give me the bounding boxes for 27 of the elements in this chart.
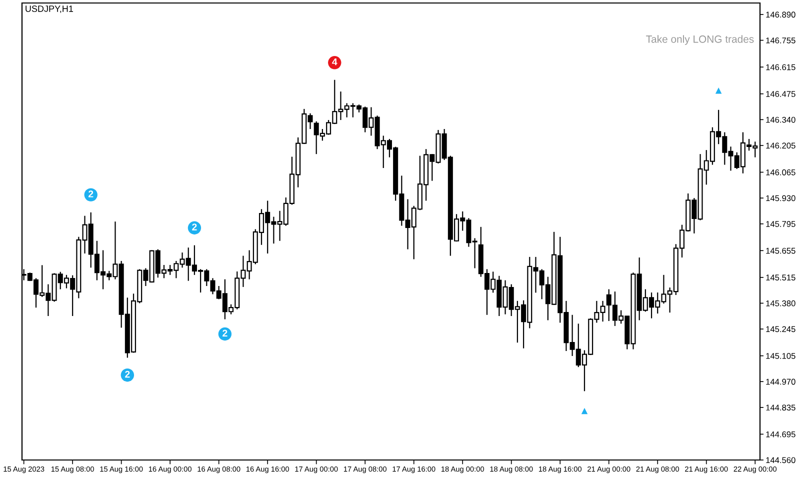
y-tick-label: 146.615 [766,64,796,70]
y-tick-label: 146.755 [766,37,796,44]
y-tick-label: 146.890 [766,12,796,18]
y-tick-label: 145.105 [766,352,796,359]
y-tick-label: 146.205 [766,142,796,149]
annotation: Take only LONG trades [646,35,754,45]
point [715,87,722,94]
text: 2 [192,224,197,230]
series-label: 2 [222,330,228,337]
y-tick-label: 145.380 [766,300,796,306]
y-tick-label: 145.655 [766,248,796,254]
y-tick-label: 146.340 [766,116,796,123]
y-tick-label: 144.970 [766,378,796,385]
y-tick-label: 145.795 [766,221,796,227]
y-tick-label: 144.835 [766,404,796,411]
y-tick-label: 145.245 [766,326,796,332]
y-tick-label: 146.065 [766,169,796,176]
y-tick-label: 145.515 [766,274,796,280]
chart-title: USDJPY,H1 [26,6,74,13]
point [581,408,588,414]
text: 2 [125,370,130,378]
text: 2 [88,190,94,198]
series-label: 4 [332,58,338,66]
y-tick-label: 144.560 [766,457,796,464]
y-tick-label: 145.930 [766,195,796,202]
y-tick-label: 146.475 [766,91,796,97]
y-tick-label: 144.695 [766,431,796,438]
